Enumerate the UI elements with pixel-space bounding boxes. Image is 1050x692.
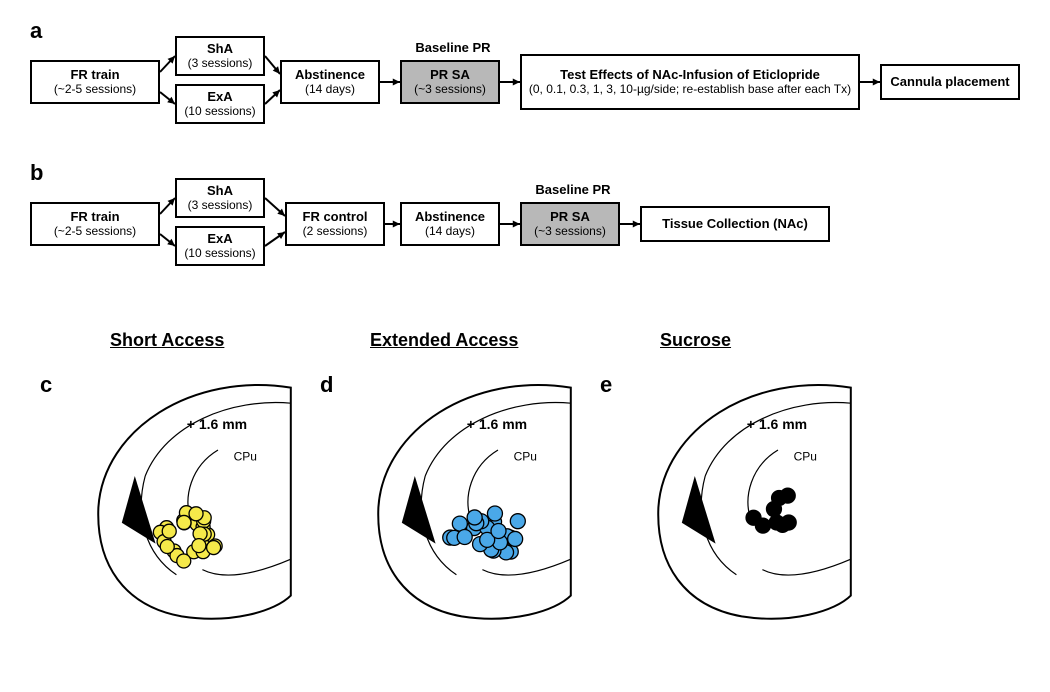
a-pr-sub: (~3 sessions) xyxy=(414,83,486,97)
a-fr-sub: (~2-5 sessions) xyxy=(54,83,136,97)
a-pr-title: PR SA xyxy=(430,68,470,83)
a-can: Cannula placement xyxy=(880,64,1020,100)
b-fr: FR train(~2-5 sessions) xyxy=(30,202,160,246)
a-test-title: Test Effects of NAc-Infusion of Eticlopr… xyxy=(560,68,820,83)
a-sha: ShA(3 sessions) xyxy=(175,36,265,76)
a-exa-title: ExA xyxy=(207,90,232,105)
a-abst-title: Abstinence xyxy=(295,68,365,83)
b-pr-header: Baseline PR xyxy=(518,182,628,197)
brain-d: CPu + 1.6 mm xyxy=(368,372,628,632)
b-exa-sub: (10 sessions) xyxy=(184,247,255,261)
a-exa: ExA(10 sessions) xyxy=(175,84,265,124)
b-abst-sub: (14 days) xyxy=(425,225,475,239)
section-d-title: Extended Access xyxy=(370,330,518,351)
svg-text:+ 1.6 mm: + 1.6 mm xyxy=(187,416,247,432)
panel-b-flow: FR train(~2-5 sessions) ShA(3 sessions) Ex… xyxy=(0,172,1050,292)
a-fr-title: FR train xyxy=(70,68,119,83)
svg-text:+ 1.6 mm: + 1.6 mm xyxy=(747,416,807,432)
b-fr-title: FR train xyxy=(70,210,119,225)
b-abst: Abstinence(14 days) xyxy=(400,202,500,246)
a-abst-sub: (14 days) xyxy=(305,83,355,97)
b-pr-sub: (~3 sessions) xyxy=(534,225,606,239)
b-pr: PR SA(~3 sessions) xyxy=(520,202,620,246)
b-pr-title: PR SA xyxy=(550,210,590,225)
b-exa-title: ExA xyxy=(207,232,232,247)
a-sha-title: ShA xyxy=(207,42,233,57)
b-tissue-title: Tissue Collection (NAc) xyxy=(662,217,808,232)
b-fr-sub: (~2-5 sessions) xyxy=(54,225,136,239)
b-frc-title: FR control xyxy=(303,210,368,225)
b-frc: FR control(2 sessions) xyxy=(285,202,385,246)
panel-a-flow: FR train(~2-5 sessions) ShA(3 sessions) Ex… xyxy=(0,30,1050,150)
b-sha-title: ShA xyxy=(207,184,233,199)
section-c-title: Short Access xyxy=(110,330,224,351)
b-exa: ExA(10 sessions) xyxy=(175,226,265,266)
a-sha-sub: (3 sessions) xyxy=(188,57,253,71)
svg-text:CPu: CPu xyxy=(514,449,537,463)
brain-e: CPu + 1.6 mm xyxy=(648,372,908,632)
brain-c: CPu + 1.6 mm xyxy=(88,372,348,632)
a-abst: Abstinence(14 days) xyxy=(280,60,380,104)
panel-e-label: e xyxy=(600,372,612,398)
a-test: Test Effects of NAc-Infusion of Eticlopr… xyxy=(520,54,860,110)
svg-text:+ 1.6 mm: + 1.6 mm xyxy=(467,416,527,432)
panel-d-label: d xyxy=(320,372,333,398)
svg-text:CPu: CPu xyxy=(234,449,257,463)
a-fr: FR train(~2-5 sessions) xyxy=(30,60,160,104)
panel-c-label: c xyxy=(40,372,52,398)
svg-text:CPu: CPu xyxy=(794,449,817,463)
section-e-title: Sucrose xyxy=(660,330,731,351)
b-tissue: Tissue Collection (NAc) xyxy=(640,206,830,242)
a-pr-header: Baseline PR xyxy=(398,40,508,55)
a-test-sub: (0, 0.1, 0.3, 1, 3, 10-µg/side; re-estab… xyxy=(529,83,851,97)
b-abst-title: Abstinence xyxy=(415,210,485,225)
b-sha-sub: (3 sessions) xyxy=(188,199,253,213)
b-sha: ShA(3 sessions) xyxy=(175,178,265,218)
a-can-title: Cannula placement xyxy=(890,75,1009,90)
b-frc-sub: (2 sessions) xyxy=(303,225,368,239)
a-exa-sub: (10 sessions) xyxy=(184,105,255,119)
a-pr: PR SA(~3 sessions) xyxy=(400,60,500,104)
